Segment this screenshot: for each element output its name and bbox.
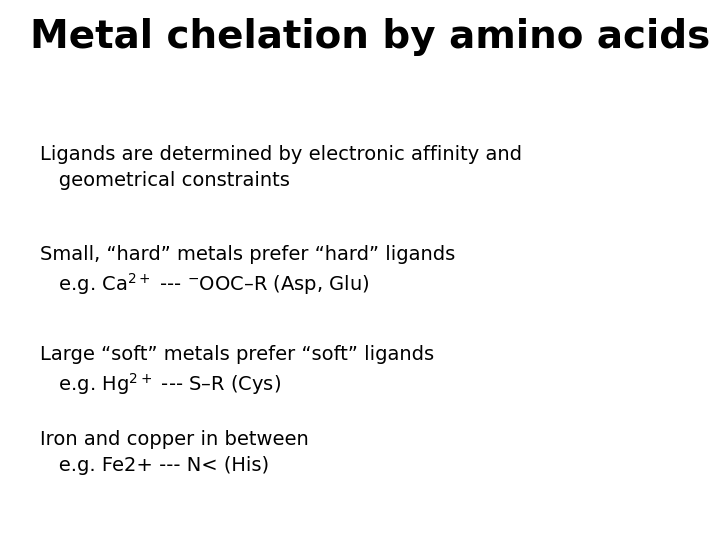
- Text: geometrical constraints: geometrical constraints: [40, 171, 290, 190]
- Text: e.g. Hg$^{2+}$ --- S–R (Cys): e.g. Hg$^{2+}$ --- S–R (Cys): [40, 371, 281, 397]
- Text: e.g. Fe2+ --- N< (His): e.g. Fe2+ --- N< (His): [40, 456, 269, 475]
- Text: Large “soft” metals prefer “soft” ligands: Large “soft” metals prefer “soft” ligand…: [40, 345, 434, 364]
- Text: Metal chelation by amino acids: Metal chelation by amino acids: [30, 18, 710, 56]
- Text: Iron and copper in between: Iron and copper in between: [40, 430, 309, 449]
- Text: Small, “hard” metals prefer “hard” ligands: Small, “hard” metals prefer “hard” ligan…: [40, 245, 455, 264]
- Text: e.g. Ca$^{2+}$ --- $^{-}$OOC–R (Asp, Glu): e.g. Ca$^{2+}$ --- $^{-}$OOC–R (Asp, Glu…: [40, 271, 369, 297]
- Text: Ligands are determined by electronic affinity and: Ligands are determined by electronic aff…: [40, 145, 522, 164]
